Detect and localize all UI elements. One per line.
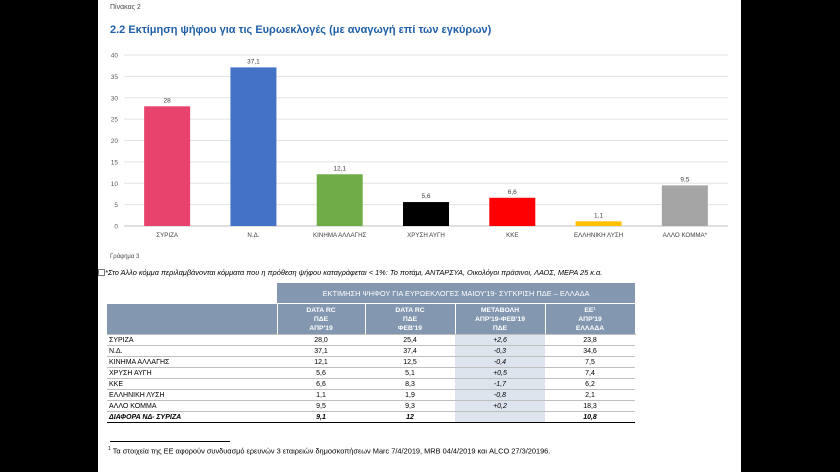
table-row: ΧΡΥΣΗ ΑΥΓΗ 5,6 5,1 +0,5 7,4 [107,367,636,379]
party-cell: ΕΛΛΗΝΙΚΗ ΛΥΣΗ [107,389,277,401]
change-cell [455,411,545,423]
anchor-icon [98,269,105,276]
table-row: ΣΥΡΙΖΑ 28,0 25,4 +2,6 23,8 [107,334,636,346]
party-cell: ΔΙΑΦΟΡΑ ΝΔ- ΣΥΡΙΖΑ [107,411,277,423]
table-title: ΕΚΤΙΜΗΣΗ ΨΗΦΟΥ ΓΙΑ ΕΥΡΩΕΚΛΟΓΕΣ ΜΑΙΟΥ'19-… [277,283,636,304]
y-tick-label: 40 [111,53,119,60]
bar [144,106,191,226]
apr-cell: 9,1 [277,411,365,423]
category-label: ΑΛΛΟ ΚΟΜΜΑ* [663,232,708,239]
party-cell: ΚΙΝΗΜΑ ΑΛΛΑΓΗΣ [107,356,277,368]
party-cell: ΧΡΥΣΗ ΑΥΓΗ [107,367,277,379]
ee-cell: 7,4 [545,367,636,379]
feb-cell: 1,9 [365,389,455,401]
ee-cell: 34,6 [545,345,636,357]
table-row: ΚΙΝΗΜΑ ΑΛΛΑΓΗΣ 12,1 12,5 -0,4 7,5 [107,356,636,368]
vote-estimate-bar-chart: 0 5 10 15 20 25 30 35 40 28 ΣΥΡΙΖΑ 37,1 Ν.Δ. 12,1 ΚΙΝΗ… [111,53,728,239]
data-label: 5,6 [421,193,430,200]
data-label: 6,6 [508,189,517,196]
table-row: ΕΛΛΗΝΙΚΗ ΛΥΣΗ 1,1 1,9 -0,8 2,1 [107,389,636,401]
table-row: ΚΚΕ 6,6 8,3 -1,7 6,2 [107,378,636,390]
apr-cell: 12,1 [277,356,365,368]
change-cell: -1,7 [455,378,545,390]
category-label: ΚΚΕ [506,232,518,239]
feb-cell: 12 [365,411,455,423]
document-page: Πίνακας 2 2.2 Εκτίμηση ψήφου για τις Ευρ… [98,0,741,472]
party-cell: ΑΛΛΟ ΚΟΜΜΑ [107,400,277,412]
party-cell: Ν.Δ. [107,345,277,357]
bar [230,67,277,227]
graph-caption: Γράφημα 3 [110,254,140,260]
category-label: ΣΥΡΙΖΑ [156,232,179,239]
table-row: ΑΛΛΟ ΚΟΜΜΑ 9,5 9,3 +0,2 18,3 [107,400,636,412]
data-label: 1,1 [594,212,603,219]
y-tick-label: 10 [111,181,119,188]
table-title-row: ΕΚΤΙΜΗΣΗ ΨΗΦΟΥ ΓΙΑ ΕΥΡΩΕΚΛΟΓΕΣ ΜΑΙΟΥ'19-… [107,283,636,304]
feb-cell: 9,3 [365,400,455,412]
bar [489,197,536,226]
bar [661,185,708,226]
comparison-table: ΕΚΤΙΜΗΣΗ ΨΗΦΟΥ ΓΙΑ ΕΥΡΩΕΚΛΟΓΕΣ ΜΑΙΟΥ'19-… [107,283,636,423]
category-label: ΚΙΝΗΜΑ ΑΛΛΑΓΗΣ [313,232,366,239]
apr-cell: 37,1 [277,345,365,357]
y-tick-label: 15 [111,159,119,166]
category-label: ΕΛΛΗΝΙΚΗ ΛΥΣΗ [574,232,623,239]
feb-cell: 5,1 [365,367,455,379]
other-party-note: *Στο Άλλο κόμμα περιλαμβάνονται κόμματα … [105,268,603,277]
feb-cell: 25,4 [365,334,455,346]
data-label: 12,1 [333,165,346,172]
table-caption: Πίνακας 2 [110,4,141,11]
y-tick-label: 5 [114,202,118,209]
party-cell: ΚΚΕ [107,378,277,390]
change-cell: +0,2 [455,400,545,412]
category-label: ΧΡΥΣΗ ΑΥΓΗ [407,232,445,239]
table-row: Ν.Δ. 37,1 37,4 -0,3 34,6 [107,345,636,357]
apr-cell: 28,0 [277,334,365,346]
y-tick-label: 35 [111,74,119,81]
change-cell: +2,6 [455,334,545,346]
bar [316,174,363,226]
ee-cell: 10,8 [545,411,636,423]
apr-cell: 1,1 [277,389,365,401]
col-header-apr: DATA RC ΠΔΕ ΑΠΡ'19 [277,303,366,335]
col-header-feb: DATA RC ΠΔΕ ΦΕΒ'19 [365,303,456,335]
data-label: 28 [164,97,172,104]
y-tick-label: 25 [111,117,119,124]
change-cell: -0,3 [455,345,545,357]
feb-cell: 8,3 [365,378,455,390]
y-tick-label: 0 [114,224,118,231]
bar [575,221,622,226]
apr-cell: 5,6 [277,367,365,379]
bar [403,202,449,226]
col-header-change: ΜΕΤΑΒΟΛΗ ΑΠΡ'19-ΦΕΒ'19 ΠΔΕ [455,303,546,335]
ee-cell: 23,8 [545,334,636,346]
y-tick-label: 20 [111,138,119,145]
ee-cell: 2,1 [545,389,636,401]
table-header-row: DATA RC ΠΔΕ ΑΠΡ'19 DATA RC ΠΔΕ ΦΕΒ'19 ΜΕΤΑΒΟ… [107,303,636,335]
ee-cell: 6,2 [545,378,636,390]
difference-row: ΔΙΑΦΟΡΑ ΝΔ- ΣΥΡΙΖΑ 9,1 12 10,8 [107,411,636,423]
y-tick-label: 30 [111,95,119,102]
ee-cell: 7,5 [545,356,636,368]
category-label: Ν.Δ. [247,232,259,239]
ee-cell: 18,3 [545,400,636,412]
footnote: 1 Τα στοιχεία της ΕΕ αφορούν συνδυασμό ε… [108,446,550,455]
feb-cell: 37,4 [365,345,455,357]
feb-cell: 12,5 [365,356,455,368]
apr-cell: 6,6 [277,378,365,390]
data-label: 9,5 [680,176,689,183]
party-cell: ΣΥΡΙΖΑ [107,334,277,346]
data-label: 37,1 [247,58,260,65]
section-title: 2.2 Εκτίμηση ψήφου για τις Ευρωεκλογές (… [110,24,492,36]
apr-cell: 9,5 [277,400,365,412]
footnote-rule [110,441,230,442]
change-cell: -0,8 [455,389,545,401]
change-cell: +0,5 [455,367,545,379]
footnote-marker: 1 [108,446,111,452]
footnote-text: Τα στοιχεία της ΕΕ αφορούν συνδυασμό ερε… [110,446,551,456]
col-header-ee: ΕΕ¹ ΑΠΡ'19 ΕΛΛΑΔΑ [545,303,636,335]
change-cell: -0,4 [455,356,545,368]
